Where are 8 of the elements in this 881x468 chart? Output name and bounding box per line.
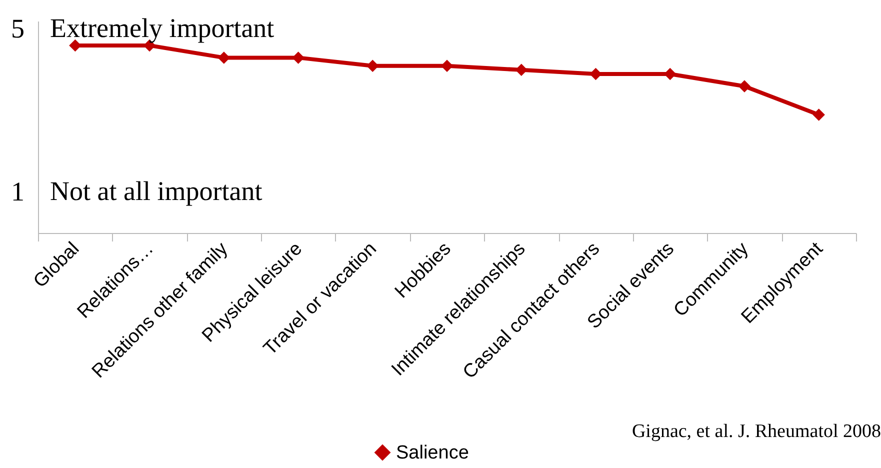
point	[738, 80, 751, 92]
annotation: Not at all important	[50, 176, 263, 206]
y-tick-label: 1	[11, 176, 24, 207]
legend-label: Salience	[396, 442, 469, 464]
point	[812, 108, 825, 121]
y-tick-label: 5	[11, 14, 24, 44]
annotation: Extremely important	[50, 13, 275, 44]
text: Gignac, et al. J. Rheumatol 2008	[632, 421, 881, 442]
